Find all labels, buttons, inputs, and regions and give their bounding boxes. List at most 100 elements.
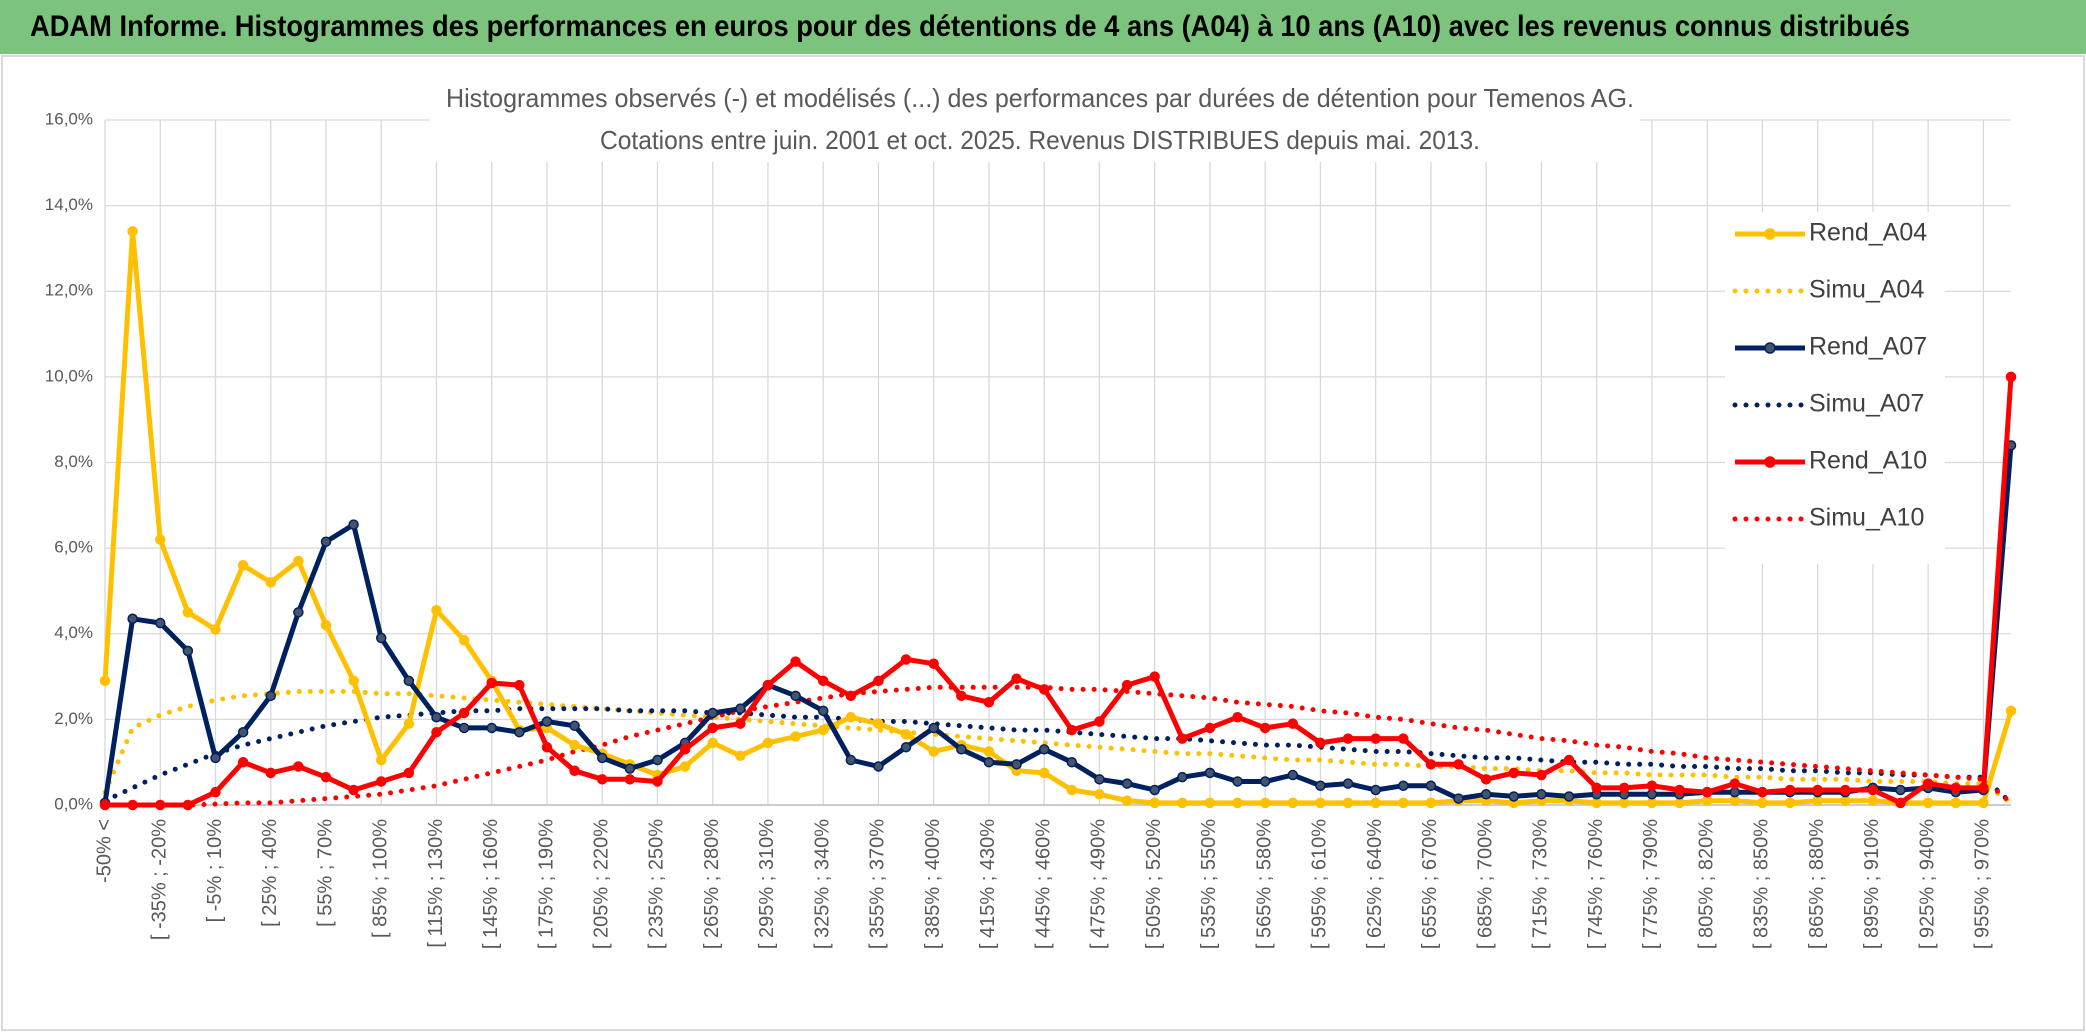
data-point [154, 534, 166, 545]
data-point [1646, 789, 1658, 800]
data-point [1038, 684, 1050, 695]
header-title: ADAM Informe. Histogrammes des performan… [30, 10, 1910, 43]
data-point [1066, 756, 1078, 768]
legend-marker [1764, 456, 1776, 468]
chart-border [1, 55, 2085, 1031]
data-point [541, 741, 553, 753]
data-point [1563, 754, 1575, 766]
data-point [265, 767, 276, 779]
data-point [845, 711, 857, 723]
data-point [1259, 722, 1271, 734]
data-point [293, 761, 304, 772]
x-tick-label: [ 775% ; 790% [1640, 819, 1662, 949]
data-point [900, 729, 912, 740]
x-tick-label: [ 325% ; 340% [811, 819, 833, 949]
data-point [928, 658, 939, 669]
data-point [983, 756, 995, 768]
data-point [1453, 793, 1464, 804]
data-point [265, 690, 276, 702]
data-point [431, 711, 442, 723]
data-point [1619, 797, 1630, 809]
data-point [928, 722, 939, 734]
data-point [1149, 671, 1160, 682]
x-tick-label: [ 835% ; 850% [1751, 819, 1773, 949]
data-point [1094, 716, 1105, 727]
y-tick-label: 8,0% [54, 452, 93, 471]
data-point [1094, 789, 1105, 800]
chart-subtitle: Cotations entre juin. 2001 et oct. 2025.… [600, 125, 1480, 155]
data-point [735, 703, 746, 714]
data-point [154, 617, 166, 629]
data-point [403, 675, 415, 687]
data-point [320, 771, 332, 783]
data-point [1287, 797, 1299, 809]
data-point [320, 619, 332, 631]
x-tick-label: [ 925% ; 940% [1916, 819, 1938, 949]
x-tick-label: [ 115% ; 130% [425, 819, 447, 948]
data-point [1038, 767, 1050, 779]
x-tick-label: [ 385% ; 400% [922, 819, 944, 949]
x-tick-label: [ 475% ; 490% [1088, 819, 1110, 949]
x-tick-label: [ 595% ; 610% [1309, 819, 1331, 949]
data-point [210, 752, 221, 764]
data-point [1729, 778, 1741, 789]
x-tick-label: [ 265% ; 280% [701, 819, 723, 949]
data-point [873, 718, 884, 729]
x-tick-label: [ 655% ; 670% [1419, 819, 1441, 949]
data-point [431, 726, 442, 738]
data-point [956, 744, 967, 755]
data-point [1425, 780, 1437, 791]
legend-label: Simu_A07 [1809, 390, 1924, 418]
data-point [320, 536, 332, 547]
data-point [1315, 797, 1326, 809]
y-tick-label: 14,0% [45, 195, 93, 214]
y-tick-label: 4,0% [54, 623, 93, 642]
data-point [127, 799, 138, 811]
data-point [514, 679, 525, 691]
data-point [1922, 778, 1934, 789]
data-point [1812, 795, 1823, 806]
data-point [458, 722, 470, 734]
data-point [1177, 797, 1188, 809]
data-point [1729, 795, 1741, 806]
x-tick-label: [ 415% ; 430% [977, 819, 999, 949]
x-tick-label: [ 895% ; 910% [1861, 819, 1883, 949]
data-point [348, 784, 359, 796]
data-point [762, 737, 774, 749]
data-point [845, 690, 857, 702]
data-point [293, 607, 304, 618]
data-point [1812, 784, 1823, 796]
data-point [1978, 797, 1989, 809]
data-point [182, 799, 194, 811]
observed-line [105, 376, 2014, 808]
data-point [375, 776, 387, 787]
data-point [1480, 789, 1492, 800]
data-point [403, 718, 415, 729]
data-point [99, 799, 111, 811]
data-point [237, 560, 249, 571]
x-tick-label: [ 745% ; 760% [1585, 819, 1607, 949]
data-point [1011, 673, 1022, 684]
data-point [1121, 679, 1133, 691]
data-point [1784, 784, 1796, 796]
x-tick-label: [ 445% ; 460% [1032, 819, 1054, 949]
data-point [900, 741, 912, 753]
data-point [1370, 797, 1381, 809]
data-point [1508, 767, 1520, 779]
legend-marker [1764, 228, 1776, 240]
data-point [1370, 784, 1381, 796]
data-point [237, 726, 249, 738]
data-point [431, 604, 442, 616]
data-point [569, 765, 580, 776]
data-point [210, 786, 221, 798]
data-point [1701, 786, 1713, 798]
data-point [486, 722, 497, 734]
data-point [707, 707, 718, 719]
data-point [237, 756, 249, 768]
data-point [1177, 733, 1188, 744]
data-point [1121, 795, 1133, 806]
x-tick-label: [ 685% ; 700% [1474, 819, 1496, 949]
x-tick-label: -50% < [93, 819, 115, 883]
